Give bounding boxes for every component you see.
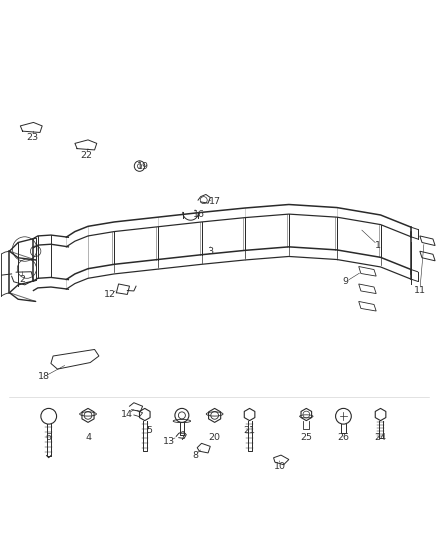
Text: 22: 22 <box>80 151 92 160</box>
Text: 2: 2 <box>20 275 25 284</box>
Text: 13: 13 <box>163 437 175 446</box>
Text: 24: 24 <box>374 433 387 442</box>
Text: 17: 17 <box>208 197 221 206</box>
Text: 26: 26 <box>337 433 350 442</box>
Text: 8: 8 <box>192 450 198 459</box>
Text: 11: 11 <box>414 286 426 295</box>
Text: 14: 14 <box>121 409 133 418</box>
Text: 25: 25 <box>300 433 312 442</box>
Text: 23: 23 <box>26 133 38 142</box>
Text: 7: 7 <box>179 433 185 442</box>
Text: 3: 3 <box>207 247 213 256</box>
Text: 4: 4 <box>85 433 91 442</box>
Text: 5: 5 <box>146 426 152 435</box>
Text: 10: 10 <box>274 462 286 471</box>
Text: 6: 6 <box>46 433 52 442</box>
Text: 9: 9 <box>343 277 349 286</box>
Text: 21: 21 <box>244 426 255 435</box>
Text: 20: 20 <box>208 433 221 442</box>
Text: 12: 12 <box>104 290 116 300</box>
Text: 16: 16 <box>193 209 205 219</box>
Text: 1: 1 <box>375 241 381 250</box>
Text: 19: 19 <box>137 161 148 171</box>
Text: 18: 18 <box>39 372 50 381</box>
